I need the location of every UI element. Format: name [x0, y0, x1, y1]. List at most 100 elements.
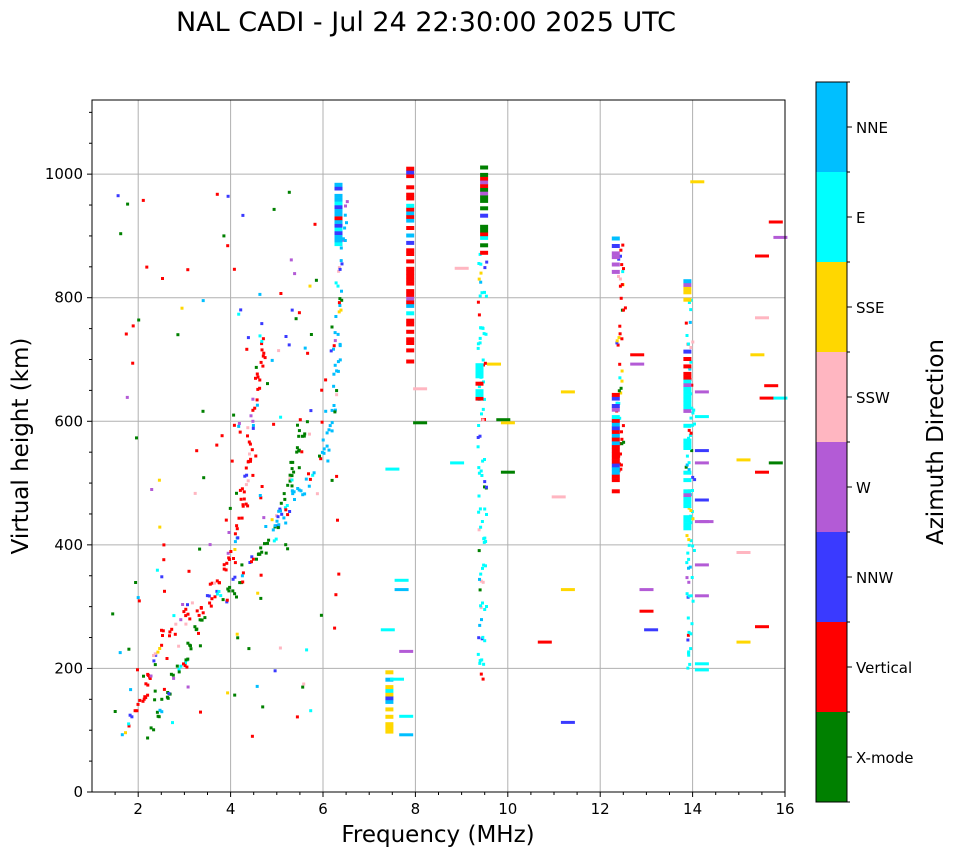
echo-point: [406, 292, 415, 297]
echo-point: [232, 557, 235, 560]
echo-point: [232, 413, 236, 417]
echo-point: [135, 709, 139, 713]
echo-point: [267, 538, 271, 542]
echo-point: [611, 418, 620, 423]
echo-point: [332, 372, 336, 376]
echo-point: [259, 360, 263, 364]
echo-point: [124, 731, 127, 735]
echo-point: [334, 242, 343, 247]
colorbar-tick-label: SSE: [856, 299, 885, 317]
echo-point: [345, 221, 348, 225]
echo-point: [264, 525, 268, 528]
x-tick-label: 6: [318, 800, 328, 818]
echo-point: [683, 371, 692, 376]
echo-point: [480, 232, 489, 237]
echo-point: [282, 516, 286, 520]
echo-point: [237, 424, 241, 428]
echo-point: [286, 547, 290, 551]
echo-point: [683, 496, 692, 501]
echo-point: [475, 370, 484, 375]
echo-point: [480, 291, 484, 295]
echo-point: [484, 564, 487, 568]
echo-point: [290, 308, 294, 312]
echo-point: [480, 658, 484, 662]
echo-point: [249, 457, 253, 461]
echo-point: [617, 274, 620, 278]
echo-point: [332, 404, 336, 407]
echo-point: [406, 174, 415, 179]
echo-point: [335, 474, 339, 478]
echo-point: [611, 470, 620, 475]
echo-point: [182, 610, 186, 614]
echo-point: [685, 454, 689, 458]
echo-point: [262, 351, 266, 355]
echo-point: [334, 227, 343, 232]
echo-point: [380, 628, 395, 632]
echo-point: [691, 517, 695, 521]
echo-point: [683, 526, 692, 531]
echo-point: [537, 640, 552, 644]
echo-point: [185, 665, 189, 669]
echo-point: [343, 226, 347, 230]
echo-point: [303, 432, 307, 436]
echo-point: [483, 608, 487, 611]
echo-point: [308, 432, 311, 436]
echo-point: [480, 198, 489, 203]
echo-point: [324, 409, 328, 413]
echo-point: [630, 353, 645, 357]
echo-point: [195, 627, 199, 631]
echo-point: [170, 627, 174, 631]
echo-point: [755, 625, 769, 629]
echo-point: [232, 267, 236, 271]
echo-point: [623, 306, 627, 310]
echo-point: [255, 398, 259, 402]
echo-point: [639, 588, 654, 592]
echo-point: [255, 557, 258, 561]
echo-point: [399, 714, 414, 718]
echo-point: [619, 386, 623, 390]
echo-point: [307, 472, 310, 476]
echo-point: [149, 726, 153, 730]
echo-point: [264, 551, 268, 555]
echo-point: [345, 200, 349, 204]
echo-point: [237, 516, 241, 520]
echo-point: [213, 581, 216, 585]
echo-point: [287, 343, 291, 347]
echo-point: [142, 674, 145, 678]
echo-point: [224, 518, 228, 522]
echo-point: [334, 208, 343, 213]
echo-point: [258, 292, 262, 296]
echo-point: [560, 390, 575, 394]
echo-point: [156, 714, 160, 718]
echo-point: [258, 386, 262, 390]
echo-point: [184, 661, 187, 665]
echo-point: [246, 434, 249, 438]
echo-point: [479, 271, 483, 275]
y-tick-label: 200: [54, 659, 83, 677]
echo-point: [256, 387, 260, 391]
echo-point: [302, 434, 306, 438]
echo-point: [478, 588, 482, 592]
echo-point: [683, 357, 692, 361]
echo-point: [290, 474, 294, 478]
echo-point: [186, 612, 190, 616]
echo-point: [551, 495, 566, 499]
echo-point: [334, 238, 343, 243]
echo-point: [179, 618, 183, 622]
echo-point: [619, 248, 623, 252]
echo-point: [406, 322, 415, 327]
echo-point: [299, 489, 303, 493]
echo-point: [326, 459, 330, 463]
echo-point: [330, 408, 334, 412]
echo-point: [304, 477, 308, 481]
echo-point: [177, 667, 181, 671]
echo-point: [172, 614, 176, 618]
echo-point: [255, 372, 259, 376]
echo-point: [327, 428, 331, 432]
x-tick-label: 10: [498, 800, 517, 818]
echo-point: [478, 623, 482, 627]
echo-point: [125, 395, 129, 399]
echo-point: [193, 625, 197, 629]
echo-point: [689, 360, 693, 364]
echo-point: [622, 267, 625, 271]
